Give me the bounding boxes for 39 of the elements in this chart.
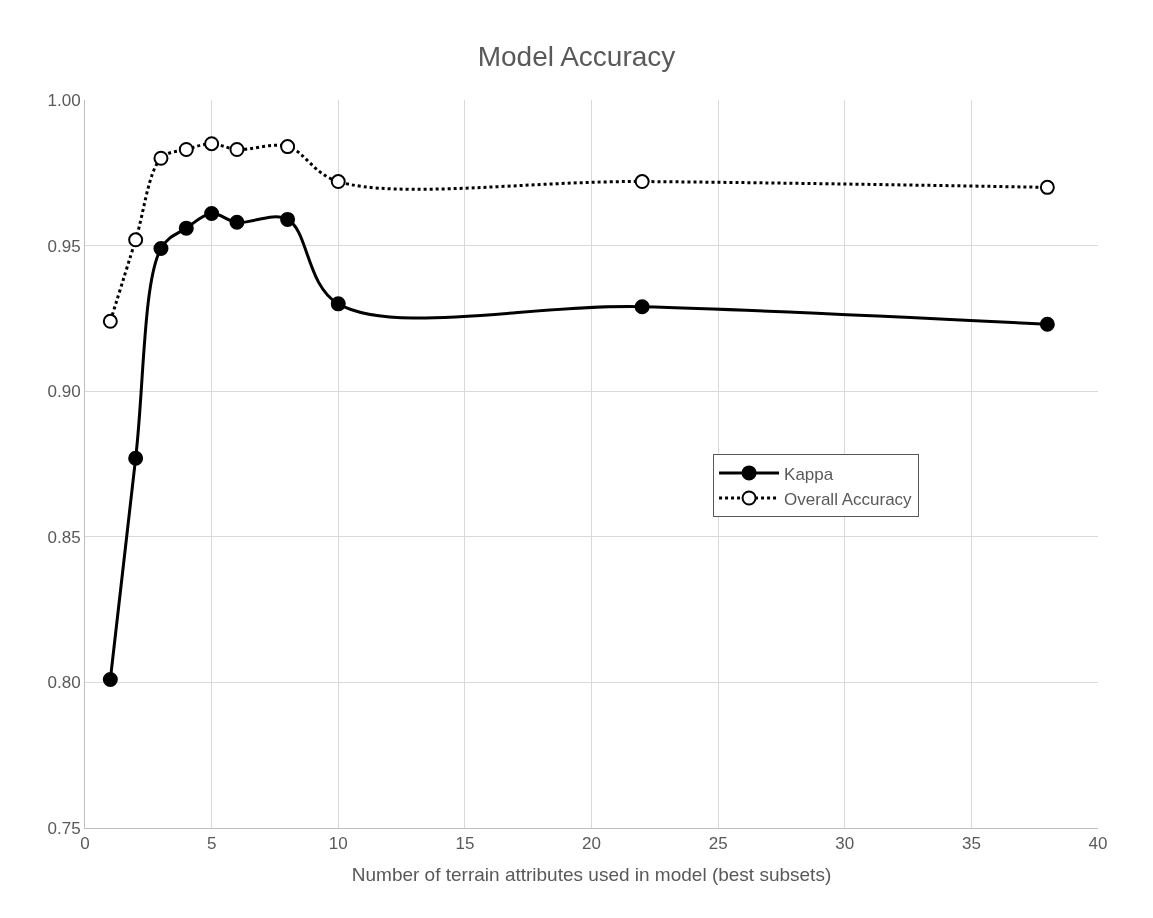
point	[204, 136, 220, 152]
point	[280, 139, 296, 155]
point	[634, 299, 650, 315]
legend-label: Kappa	[784, 464, 834, 484]
x-tick-label: 5	[206, 834, 217, 854]
point	[153, 241, 169, 256]
point	[153, 150, 169, 166]
point	[330, 174, 346, 190]
point	[102, 313, 118, 329]
x-axis-title: Number of terrain attributes used in model (best subsets)	[351, 864, 832, 886]
x-tick-label: 10	[328, 834, 348, 854]
point	[229, 214, 245, 230]
x-tick-label: 15	[455, 834, 475, 854]
point	[280, 211, 296, 227]
chart-title: Model Accuracy	[477, 40, 676, 72]
point	[330, 296, 346, 312]
x-tick-label: 25	[708, 834, 728, 854]
point	[229, 142, 245, 157]
y-tick-label: 0.85	[47, 527, 81, 547]
x-tick-label: 30	[835, 834, 855, 854]
point	[102, 671, 118, 687]
y-tick-label: 0.75	[47, 818, 81, 838]
point	[634, 174, 650, 190]
x-tick-label: 35	[961, 834, 981, 854]
y-tick-label: 0.80	[47, 673, 81, 693]
point	[1039, 316, 1055, 332]
y-tick-label: 0.90	[47, 382, 81, 402]
x-tick-label: 40	[1088, 834, 1108, 854]
point	[178, 142, 194, 157]
y-tick-label: 0.95	[47, 236, 81, 256]
point	[128, 232, 144, 248]
y-tick-label: 1.00	[47, 90, 81, 110]
point	[1039, 179, 1055, 195]
x-tick-label: 0	[80, 834, 90, 854]
point	[128, 450, 144, 466]
point	[204, 206, 220, 222]
point	[178, 220, 194, 236]
x-tick-label: 20	[582, 834, 601, 854]
legend-label: Overall Accuracy	[784, 489, 913, 509]
